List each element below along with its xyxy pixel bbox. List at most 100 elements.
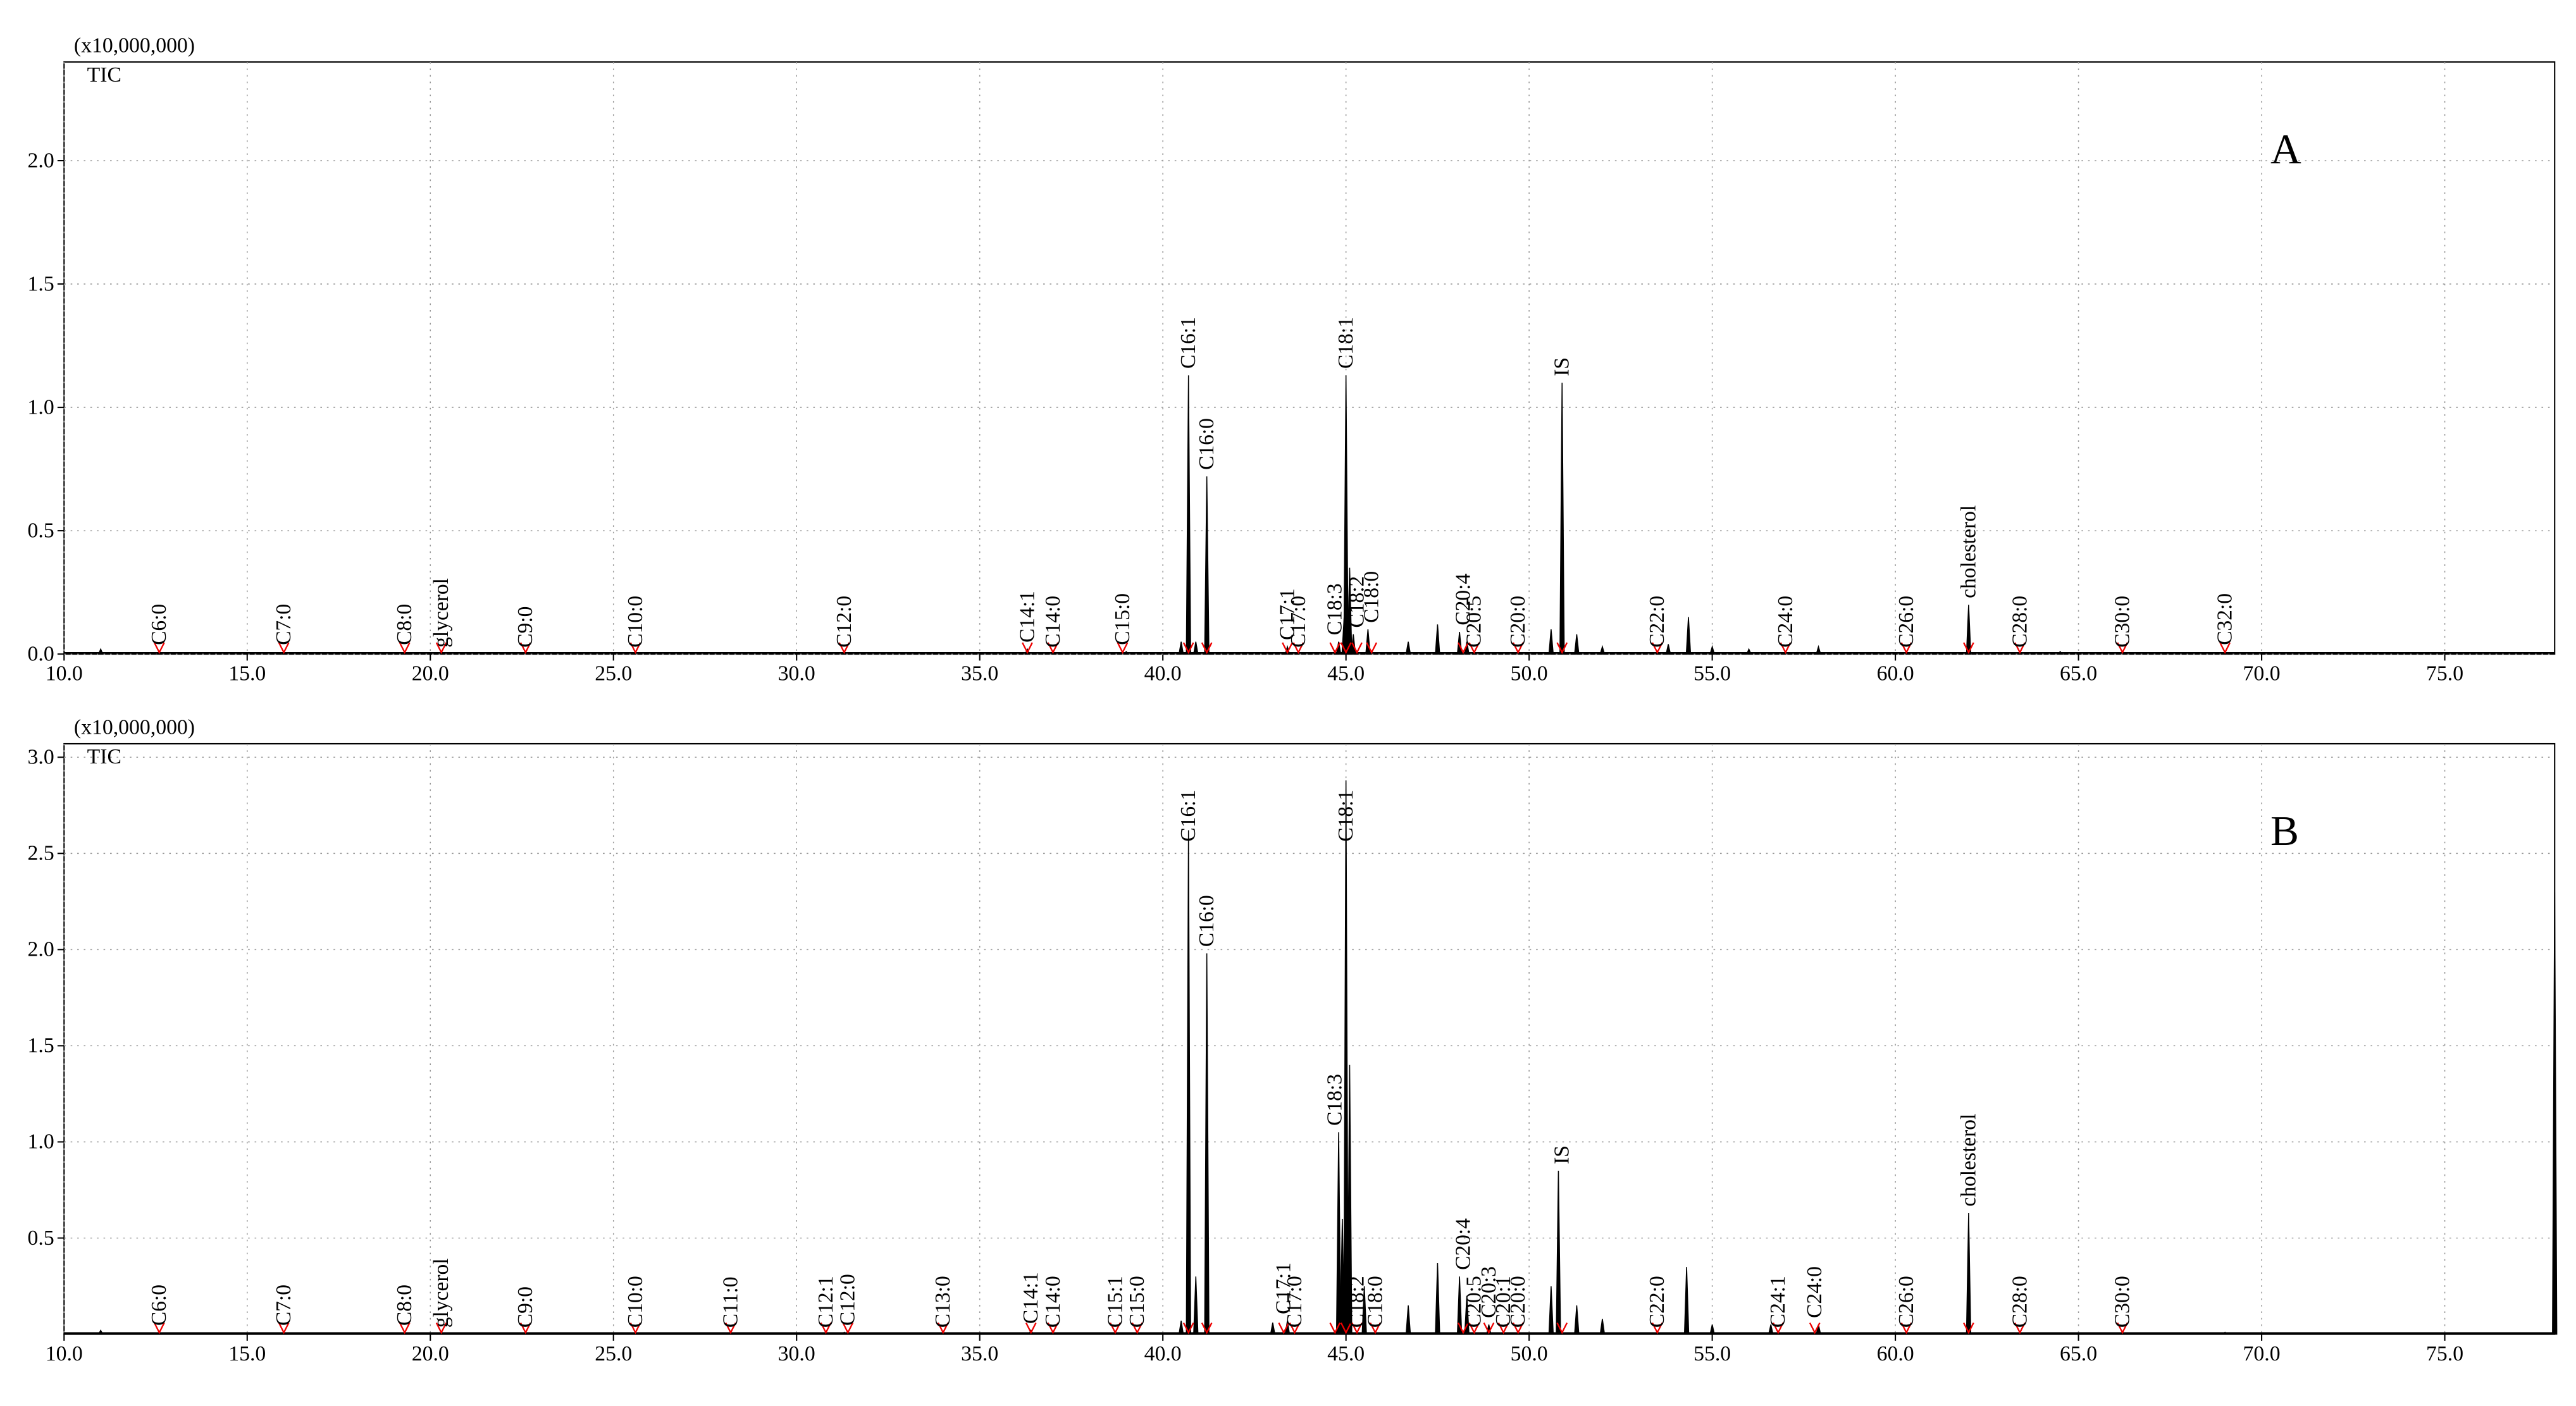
y-tick-label: 1.0 (28, 395, 54, 419)
peak (1574, 634, 1580, 655)
peak-marker (1201, 642, 1213, 655)
peak-marker (1370, 1322, 1381, 1335)
x-tick-label: 30.0 (778, 662, 815, 685)
peak (1361, 1286, 1367, 1335)
peak-label: C20:3 (1477, 1266, 1501, 1318)
y-tick-label: 2.0 (28, 149, 54, 172)
x-tick-label: 75.0 (2426, 1342, 2463, 1366)
legend-entry: TIC (87, 745, 121, 768)
peak-label: C17:0 (1283, 1276, 1306, 1328)
peak-label: C22:0 (1645, 1276, 1669, 1328)
peak-label: C16:1 (1177, 317, 1200, 369)
x-tick-label: 65.0 (2060, 1342, 2097, 1366)
peak (1685, 617, 1692, 655)
peak-label: C20:4 (1451, 1218, 1475, 1270)
panel-label: A (2270, 125, 2301, 173)
plot-frame (63, 61, 2556, 655)
peak-marker (2117, 642, 2128, 655)
peak-marker (278, 1322, 290, 1335)
peak (1204, 476, 1210, 655)
peak-label: C16:1 (1177, 790, 1200, 842)
peak-label: C20:0 (1506, 1276, 1530, 1328)
peak-label: C14:1 (1015, 591, 1039, 643)
peak-marker (1351, 1322, 1363, 1335)
peak-marker (1458, 642, 1469, 655)
x-tick-label: 10.0 (46, 1342, 83, 1366)
peak-label: C30:0 (2110, 596, 2134, 648)
peak-label: C11:0 (719, 1277, 742, 1328)
peak (97, 1329, 104, 1335)
plot-frame (63, 743, 2556, 1335)
peak-marker (1556, 642, 1568, 655)
peak-marker (1025, 1322, 1037, 1335)
peak-label: C22:0 (1645, 596, 1669, 648)
x-tick-label: 50.0 (1511, 662, 1548, 685)
peak (1178, 641, 1184, 655)
peak-label: C26:0 (1895, 1276, 1918, 1328)
x-tick-label: 25.0 (595, 1342, 632, 1366)
peak (1339, 1219, 1346, 1335)
peak-marker (1282, 642, 1293, 655)
peak-marker (278, 642, 290, 655)
peak-marker (1182, 642, 1194, 655)
peak-marker (725, 1322, 736, 1335)
peak-label: C10:0 (624, 1276, 647, 1328)
peak-label: C18:3 (1323, 1074, 1347, 1126)
peak-label: C28:0 (2008, 596, 2031, 648)
peak (1405, 1305, 1411, 1335)
peak (1186, 830, 1191, 1335)
peak-marker (1900, 642, 1912, 655)
peak-marker (1047, 642, 1059, 655)
peak-label: C26:0 (1895, 596, 1918, 648)
x-tick-label: 25.0 (595, 662, 632, 685)
peak-label: C10:0 (624, 596, 647, 648)
peak (1665, 644, 1671, 655)
peak (1599, 644, 1606, 655)
peak (1347, 1064, 1353, 1335)
x-tick-label: 40.0 (1144, 1342, 1182, 1366)
peak (1343, 780, 1349, 1335)
peak-label: C6:0 (147, 604, 171, 645)
peak-marker (1963, 642, 1974, 655)
peak-marker (399, 1322, 411, 1335)
y-tick-label: 1.5 (28, 1034, 54, 1058)
peak-label: C20:5 (1463, 1276, 1486, 1328)
peak-marker (1512, 1322, 1524, 1335)
peak-label: C18:2 (1345, 576, 1368, 628)
peak-marker (1047, 1322, 1059, 1335)
peak-label: C9:0 (514, 1286, 537, 1328)
peak-label: C24:1 (1766, 1276, 1790, 1328)
peak (1599, 1319, 1606, 1335)
y-tick-label: 0.5 (28, 1226, 54, 1250)
peak-label: C32:0 (2213, 593, 2236, 645)
peak (1556, 1171, 1561, 1335)
peak-label: glycerol (430, 1258, 453, 1328)
peak-label: C7:0 (272, 1285, 295, 1326)
x-tick-label: 60.0 (1877, 662, 1914, 685)
peak-marker (1182, 1322, 1194, 1335)
peak (1365, 629, 1371, 655)
peak-marker (1131, 1322, 1143, 1335)
peak-marker (1900, 1322, 1912, 1335)
peak-label: C15:0 (1125, 1276, 1149, 1328)
peak-marker (1468, 642, 1480, 655)
peak-label: C17:1 (1275, 588, 1299, 640)
peak-marker (1117, 642, 1129, 655)
peak-label: C8:0 (393, 604, 416, 645)
peak-label: C18:0 (1359, 571, 1383, 623)
peak-label: C17:0 (1287, 596, 1310, 648)
peak (1709, 1324, 1715, 1335)
peak-label: C14:0 (1041, 1276, 1065, 1328)
peak (1123, 651, 1130, 655)
peak (1745, 648, 1752, 655)
peak (1178, 1321, 1184, 1335)
axis-multiplier: (x10,000,000) (74, 34, 195, 58)
peak-marker (1022, 642, 1033, 655)
x-tick-label: 35.0 (961, 662, 998, 685)
x-tick-label: 50.0 (1511, 1342, 1548, 1366)
peak-marker (1963, 1322, 1974, 1335)
peak-label: C20:4 (1451, 574, 1475, 626)
peak (1548, 1286, 1554, 1335)
peak-marker (1780, 642, 1792, 655)
